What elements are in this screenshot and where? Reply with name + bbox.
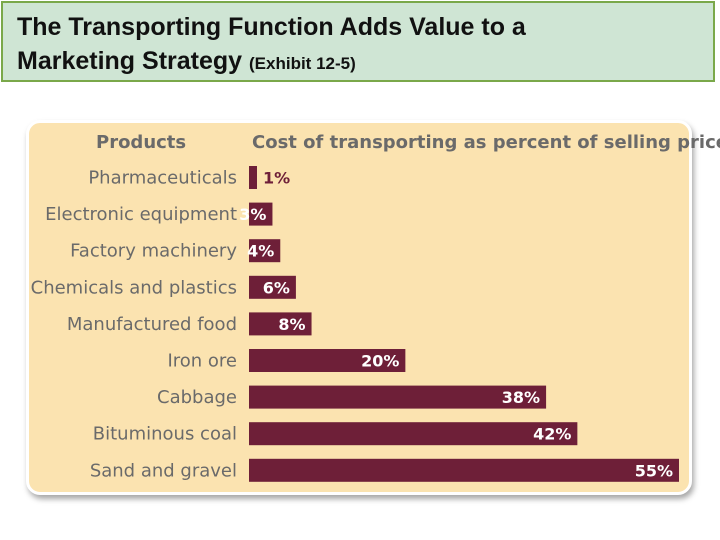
bar xyxy=(249,458,679,482)
slide-title-line-1: The Transporting Function Adds Value to … xyxy=(17,13,526,41)
bar xyxy=(249,312,312,336)
category-label: Iron ore xyxy=(167,351,237,372)
slide-title-line-2: Marketing Strategy (Exhibit 12-5) xyxy=(17,47,356,76)
value-label: 42% xyxy=(533,425,571,444)
category-label: Manufactured food xyxy=(67,314,237,335)
value-label: 1% xyxy=(263,169,290,188)
category-label: Factory machinery xyxy=(70,241,237,262)
bar-rows: Pharmaceuticals 1% Electronic equipment 3%F… xyxy=(31,166,679,482)
slide-title-bar: The Transporting Function Adds Value to … xyxy=(1,1,715,82)
value-label: 3% xyxy=(239,205,266,224)
bar xyxy=(249,385,547,409)
bar xyxy=(249,275,296,299)
value-label: 6% xyxy=(263,278,290,297)
value-label: 38% xyxy=(502,388,540,407)
bar xyxy=(249,349,406,372)
value-label: 55% xyxy=(635,461,673,480)
bar xyxy=(249,239,281,263)
value-label: 20% xyxy=(361,352,399,371)
category-label: Sand and gravel xyxy=(90,460,237,481)
bar xyxy=(249,166,257,189)
slide-title-exhibit: (Exhibit 12-5) xyxy=(249,54,356,73)
category-label: Electronic equipment xyxy=(45,204,237,225)
value-label: 8% xyxy=(278,315,305,334)
category-label: Pharmaceuticals xyxy=(88,168,237,189)
value-label: 4% xyxy=(247,242,274,261)
bar xyxy=(249,202,273,226)
header-products: Products xyxy=(96,132,186,153)
category-label: Cabbage xyxy=(157,387,237,408)
header-cost: Cost of transporting as percent of selli… xyxy=(252,132,720,153)
category-label: Chemicals and plastics xyxy=(31,277,237,298)
slide-title-main: Marketing Strategy xyxy=(17,47,243,75)
category-label: Bituminous coal xyxy=(93,424,237,445)
bar xyxy=(249,422,578,446)
